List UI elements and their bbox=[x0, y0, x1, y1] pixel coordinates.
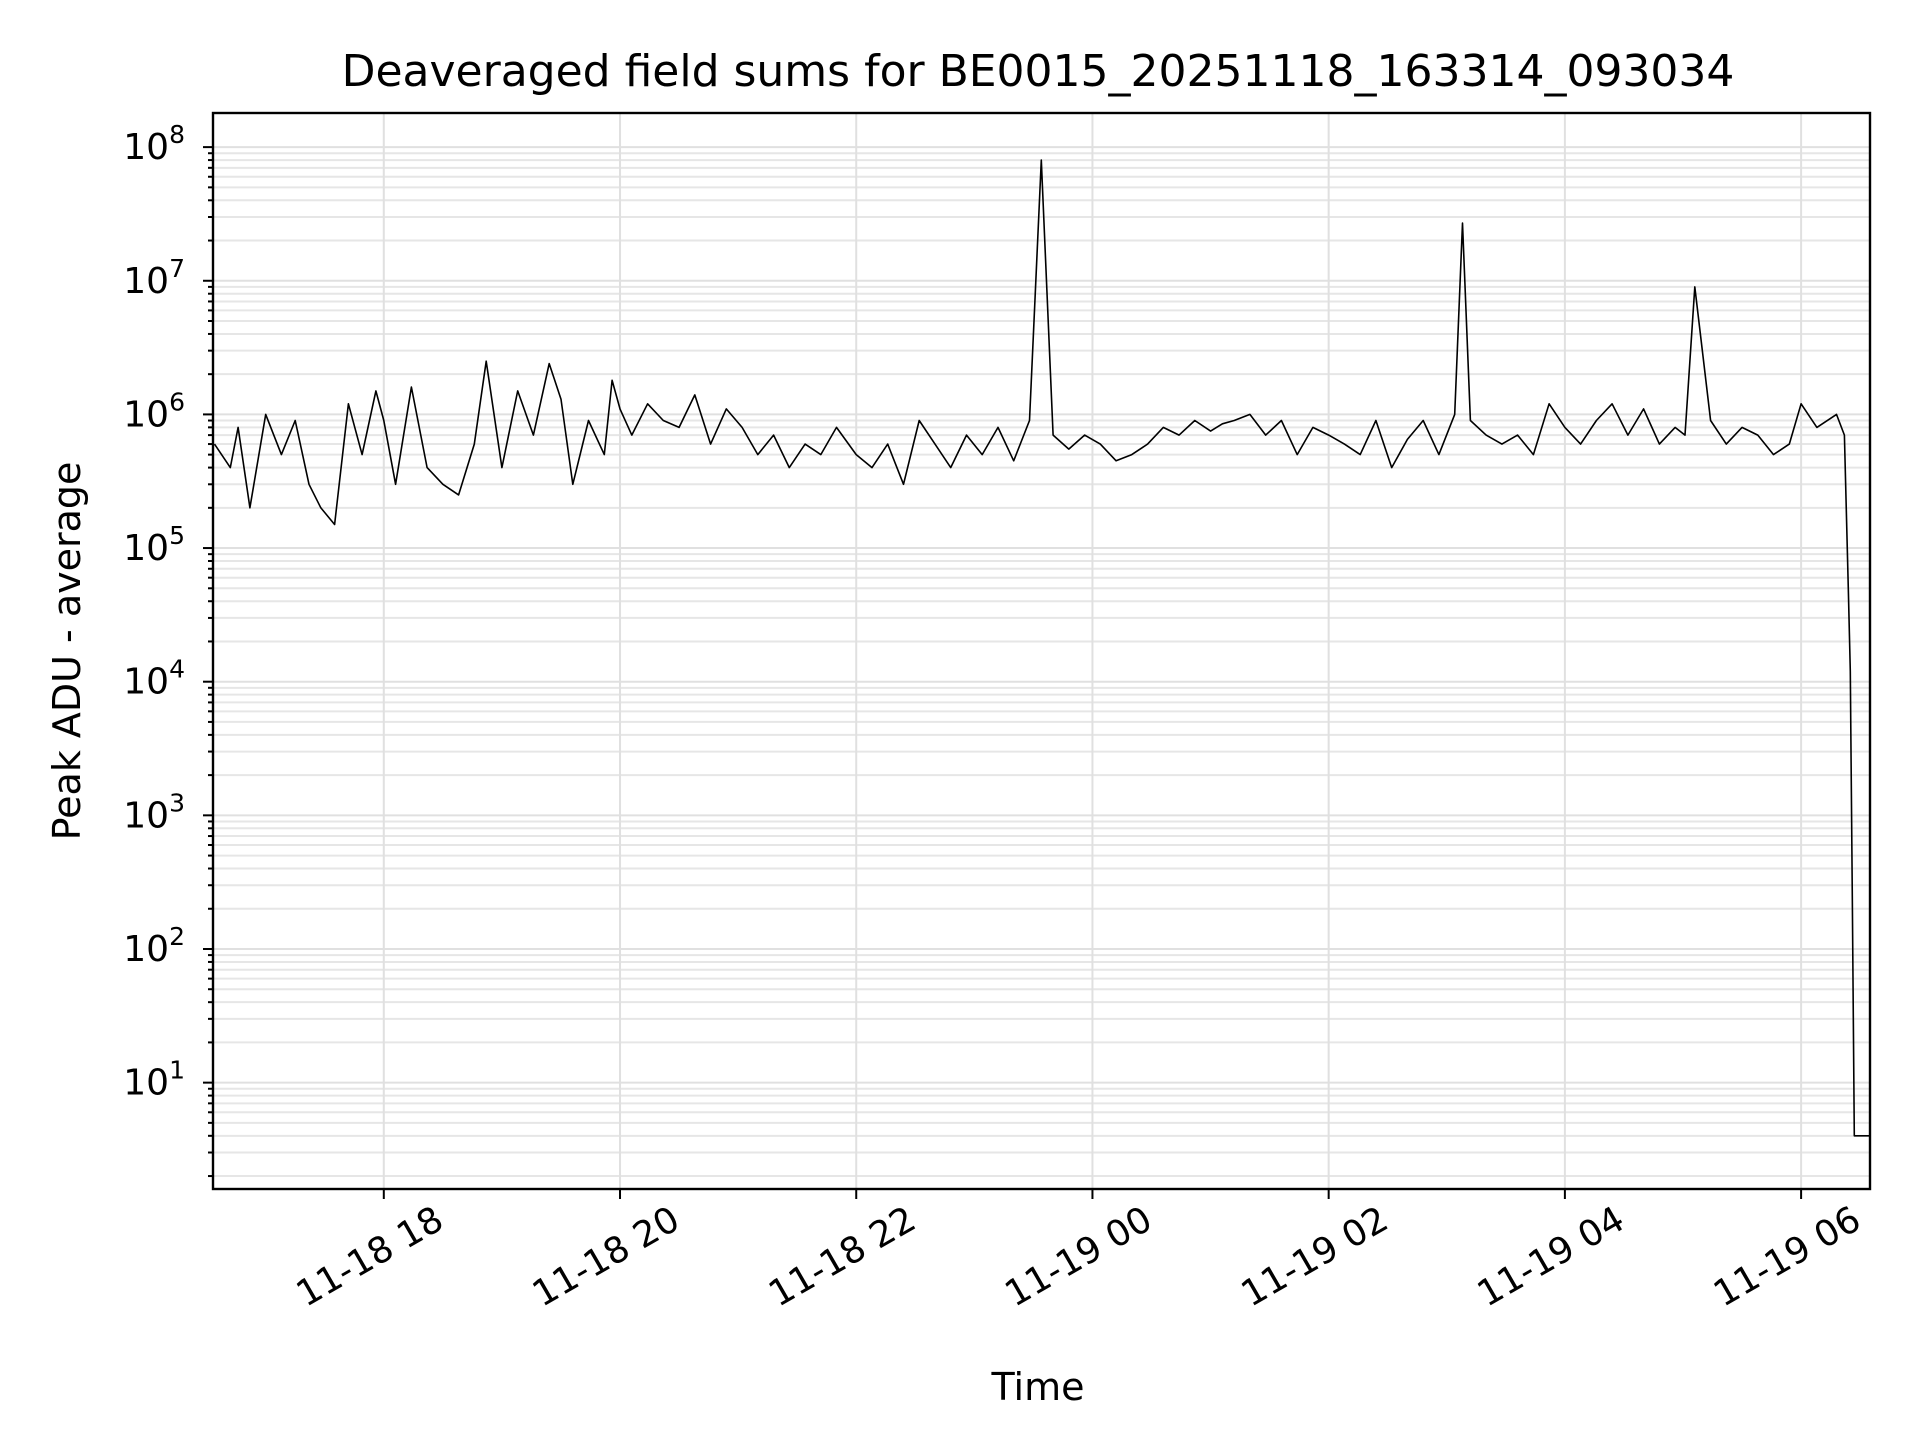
y-tick-label: 103 bbox=[123, 788, 185, 836]
y-tick-label: 105 bbox=[123, 521, 185, 569]
grid bbox=[213, 113, 1870, 1189]
x-axis-label: Time bbox=[991, 1365, 1085, 1409]
x-tick-label: 11-18 22 bbox=[762, 1199, 923, 1315]
y-tick-label: 102 bbox=[123, 922, 185, 970]
x-tick-label: 11-19 00 bbox=[998, 1199, 1159, 1315]
x-tick-label: 11-19 04 bbox=[1471, 1199, 1632, 1315]
x-tick-label: 11-18 20 bbox=[526, 1199, 687, 1315]
y-tick-label: 104 bbox=[123, 655, 185, 703]
y-axis: 101 102 103 104 105 106 107 108 bbox=[123, 120, 213, 1178]
y-tick-label: 106 bbox=[123, 387, 185, 435]
y-tick-label: 108 bbox=[123, 120, 185, 168]
x-tick-label: 11-19 06 bbox=[1707, 1199, 1868, 1315]
x-tick-label: 11-19 02 bbox=[1235, 1199, 1396, 1315]
series-line bbox=[213, 159, 1870, 1137]
y-tick-label: 107 bbox=[123, 254, 185, 302]
x-axis: 11-18 18 11-18 20 11-18 22 11-19 00 11-19 02… bbox=[290, 1189, 1868, 1315]
plot-frame bbox=[211, 111, 1872, 1191]
y-tick-label: 101 bbox=[123, 1056, 185, 1104]
x-tick-label: 11-18 18 bbox=[290, 1199, 451, 1315]
series bbox=[213, 159, 1870, 1137]
chart-title: Deaveraged field sums for BE0015_2025111… bbox=[342, 46, 1735, 97]
y-axis-label: Peak ADU - average bbox=[45, 462, 89, 841]
